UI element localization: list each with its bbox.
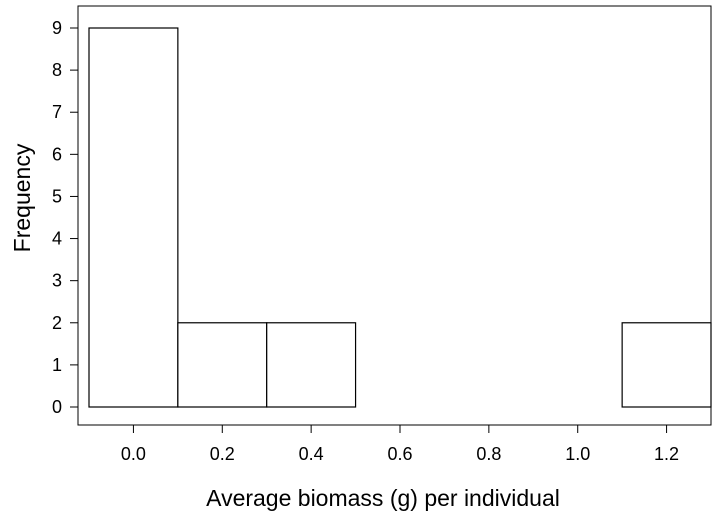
x-tick-label: 0.8	[476, 444, 501, 464]
y-tick-label: 0	[52, 397, 62, 417]
y-tick-label: 4	[52, 229, 62, 249]
y-tick-label: 1	[52, 355, 62, 375]
y-tick-label: 8	[52, 60, 62, 80]
y-tick-label: 7	[52, 102, 62, 122]
histogram-bar-6	[621, 322, 712, 408]
x-tick-label: 0.6	[387, 444, 412, 464]
x-tick-label: 1.0	[565, 444, 590, 464]
y-axis: 0 1 2 3 4 5 6 7 8 9	[52, 18, 78, 417]
histogram-bar-1	[177, 322, 268, 408]
x-tick-label: 0.0	[121, 444, 146, 464]
y-tick-label: 9	[52, 18, 62, 38]
histogram-bar-2	[266, 322, 357, 408]
x-tick-label: 1.2	[654, 444, 679, 464]
y-tick-label: 2	[52, 313, 62, 333]
histogram-bars	[88, 27, 712, 408]
x-axis-title: Average biomass (g) per individual	[206, 485, 560, 511]
y-axis-title: Frequency	[9, 143, 35, 252]
x-axis: 0.0 0.2 0.4 0.6 0.8 1.0 1.2	[121, 424, 679, 464]
y-tick-label: 5	[52, 186, 62, 206]
x-tick-label: 0.4	[299, 444, 324, 464]
y-tick-label: 3	[52, 271, 62, 291]
x-tick-label: 0.2	[210, 444, 235, 464]
y-tick-label: 6	[52, 144, 62, 164]
histogram-bar-0	[88, 27, 179, 408]
